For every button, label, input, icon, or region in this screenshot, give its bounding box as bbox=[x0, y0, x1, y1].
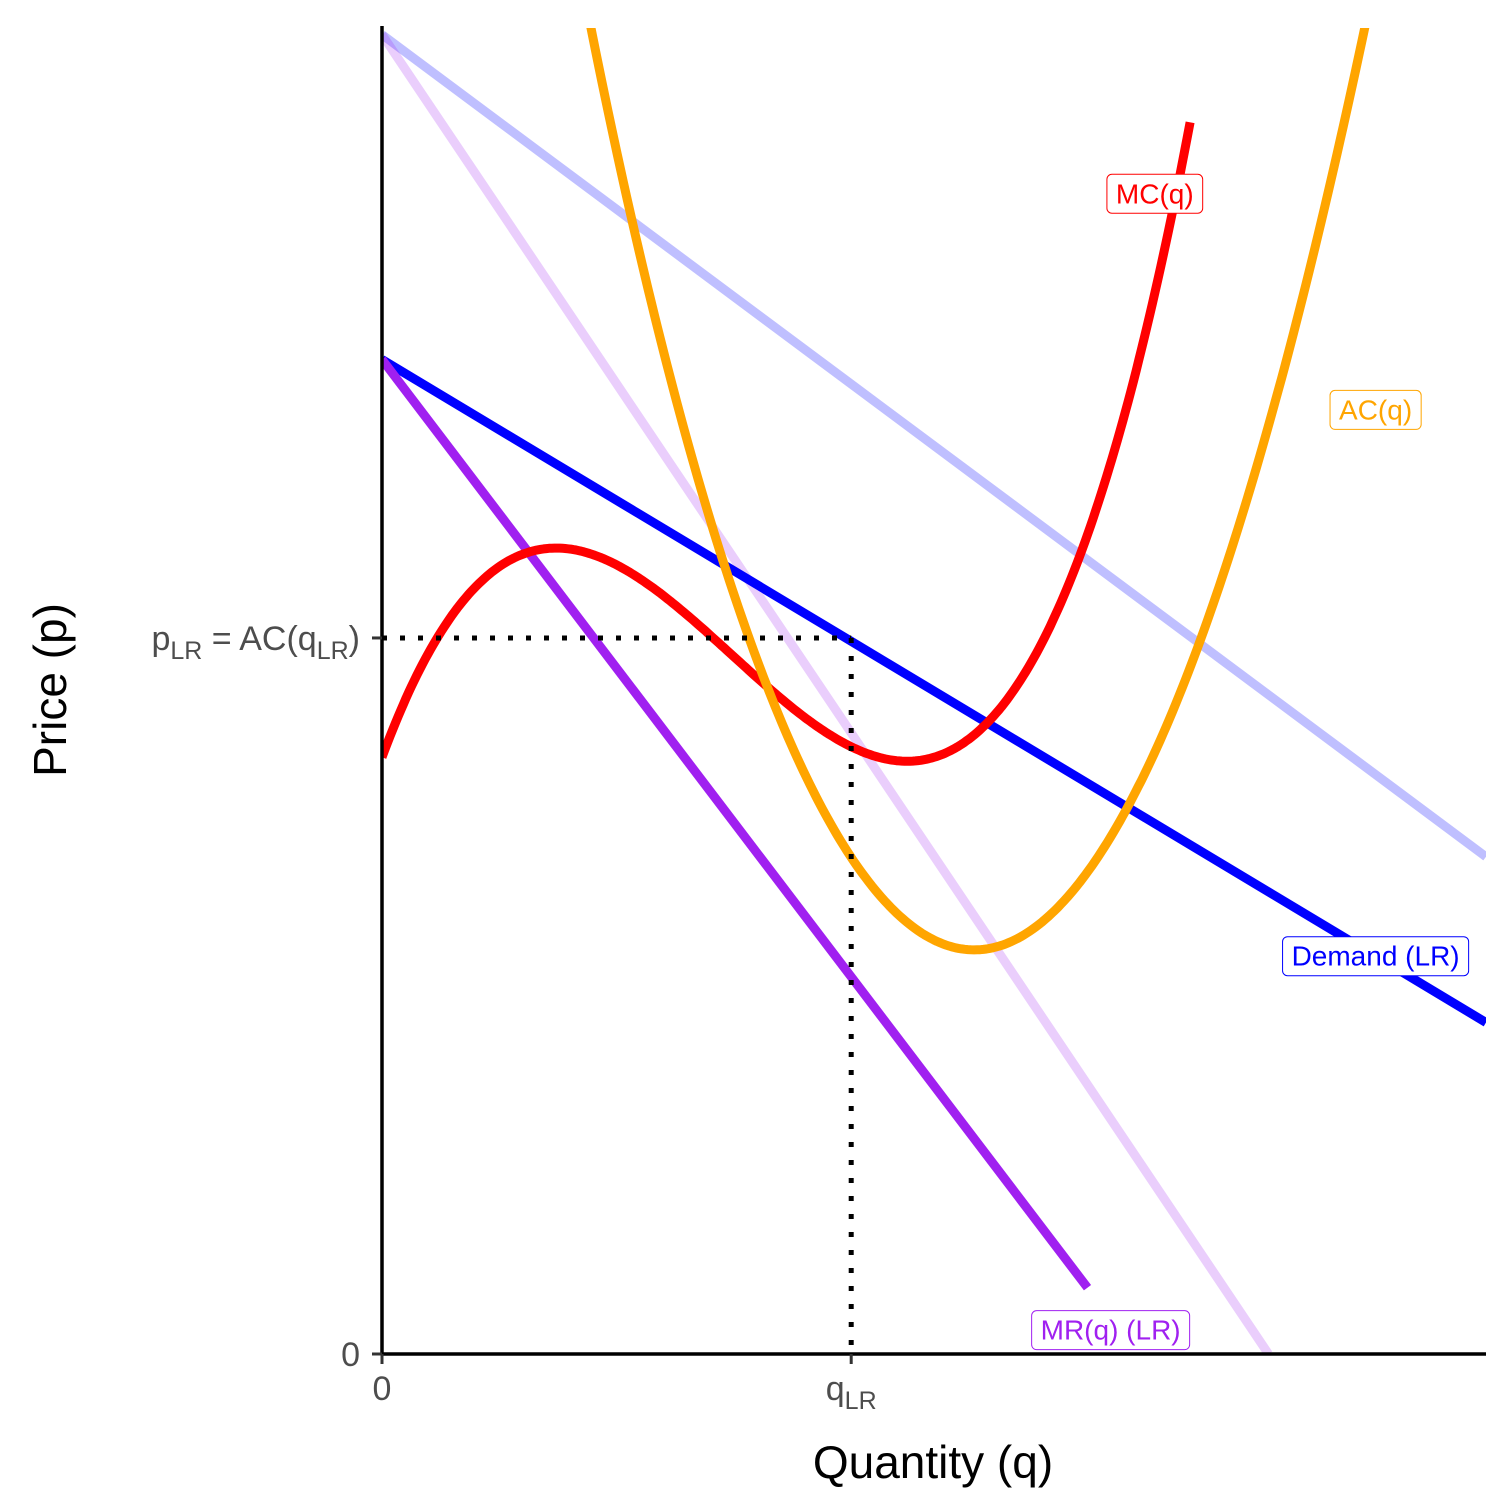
mr-q-lr-curve bbox=[382, 356, 1092, 1291]
axes: 0 qLR 0 pLR = AC(qLR) bbox=[151, 26, 1486, 1415]
demand-lr-label: Demand (LR) bbox=[1282, 936, 1470, 977]
y-tick-label-1: pLR = AC(qLR) bbox=[151, 620, 360, 665]
series-layer bbox=[382, 28, 1486, 1354]
mr-q-lr-label: MR(q) (LR) bbox=[1031, 1310, 1191, 1351]
curve-labels: Demand (LR) MR(q) (LR) MC(q) AC(q) bbox=[1031, 173, 1470, 1351]
mc-q-label-text: MC(q) bbox=[1116, 178, 1194, 209]
mr-q-lr-label-box bbox=[1031, 1310, 1191, 1351]
x-axis-title: Quantity (q) bbox=[813, 1436, 1053, 1488]
demand-lr-label-box bbox=[1282, 936, 1470, 977]
ac-q-label-box bbox=[1329, 389, 1422, 430]
demand-lr-label-text: Demand (LR) bbox=[1292, 941, 1460, 972]
demand-lr-curve bbox=[382, 355, 1486, 1027]
ac-q-label: AC(q) bbox=[1329, 389, 1422, 430]
reference-lines bbox=[382, 635, 854, 1354]
x-tick-label-1: qLR bbox=[826, 1370, 877, 1415]
mr-q-lr-label-text: MR(q) (LR) bbox=[1041, 1315, 1181, 1346]
faded-curve-0 bbox=[382, 30, 1486, 861]
x-tick-label-0: 0 bbox=[373, 1370, 392, 1408]
mc-q-curve bbox=[382, 121, 1195, 766]
faded-curve-1 bbox=[382, 32, 1273, 1354]
y-axis-title: Price (p) bbox=[24, 603, 76, 777]
ac-q-curve bbox=[586, 28, 1370, 955]
y-tick-label-0: 0 bbox=[341, 1336, 360, 1374]
mc-q-label: MC(q) bbox=[1106, 173, 1204, 214]
mc-q-label-box bbox=[1106, 173, 1204, 214]
ac-q-label-text: AC(q) bbox=[1339, 394, 1412, 425]
